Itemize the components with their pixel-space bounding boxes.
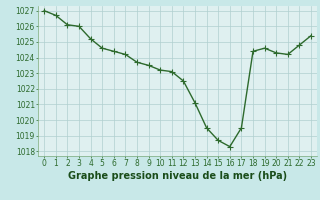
X-axis label: Graphe pression niveau de la mer (hPa): Graphe pression niveau de la mer (hPa) — [68, 171, 287, 181]
